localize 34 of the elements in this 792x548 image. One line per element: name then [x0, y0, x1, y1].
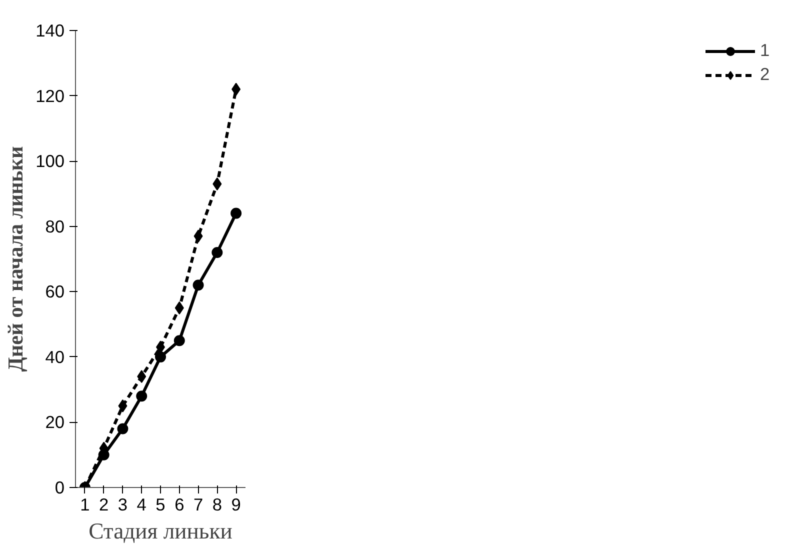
y-tick-label: 120	[36, 86, 65, 106]
y-tick-label: 40	[45, 346, 65, 367]
y-tick-label: 80	[45, 216, 65, 236]
point	[212, 177, 222, 190]
point	[232, 82, 241, 96]
x-tick-label: 4	[136, 494, 147, 514]
y-tick-label: 0	[54, 478, 65, 498]
y-tick-label: 140	[36, 20, 65, 40]
y-tick-label: 60	[45, 282, 65, 302]
point	[117, 423, 128, 434]
point	[174, 335, 185, 346]
y-tick-label: 100	[36, 151, 65, 172]
point	[118, 399, 128, 412]
x-tick-label: 2	[99, 494, 109, 514]
point	[230, 208, 242, 219]
x-tick-label: 3	[118, 494, 128, 514]
y-tick-label: 20	[45, 412, 65, 432]
x-tick-label: 7	[193, 494, 204, 514]
x-tick-label: 9	[231, 494, 241, 514]
point	[136, 390, 148, 402]
point	[137, 370, 146, 384]
point	[212, 246, 223, 258]
x-tick-label: 8	[212, 494, 222, 514]
legend-label: 2	[760, 64, 771, 85]
y-axis-title: Дней от начала линьки	[4, 146, 28, 372]
x-tick-label: 6	[174, 494, 184, 514]
point	[174, 301, 184, 314]
point	[194, 230, 203, 243]
point	[155, 351, 166, 362]
x-tick-label: 5	[156, 494, 166, 514]
x-axis-title: Стадия линьки	[88, 518, 232, 544]
x-tick-label: 1	[80, 494, 90, 514]
legend-label: 1	[760, 40, 771, 61]
point	[192, 280, 204, 291]
